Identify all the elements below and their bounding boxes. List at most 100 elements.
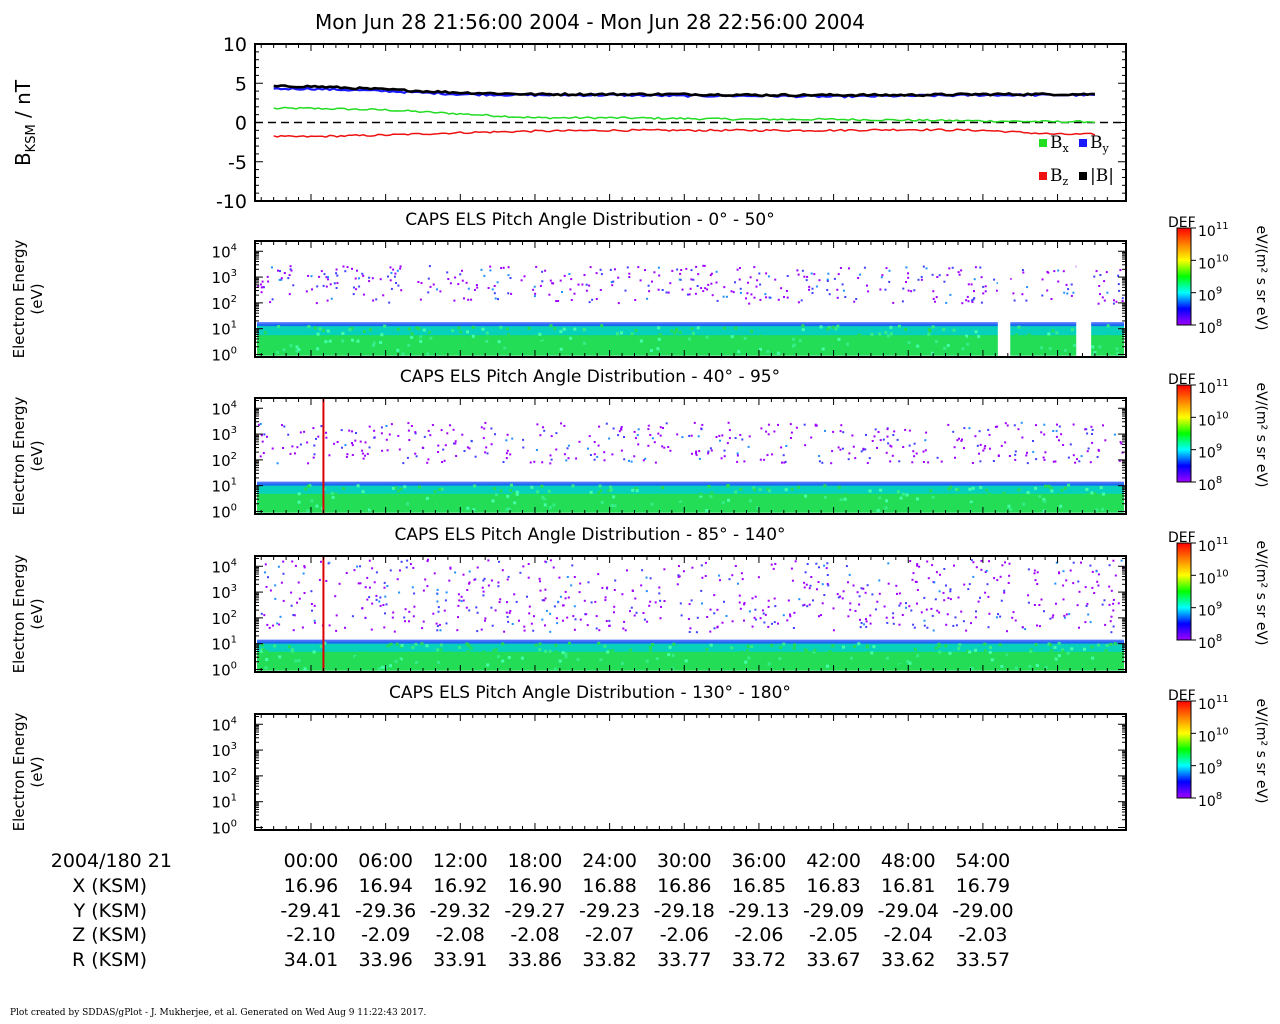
band-pixel <box>696 616 699 619</box>
band-pixel <box>831 664 834 667</box>
band-pixel <box>595 615 598 618</box>
colorbar-tick-label: 108 <box>1198 633 1222 652</box>
band-pixel <box>932 297 935 300</box>
band-pixel <box>303 566 306 569</box>
band-pixel <box>406 502 409 506</box>
band-pixel <box>886 656 889 660</box>
band-pixel <box>407 422 410 425</box>
band-pixel <box>653 271 656 274</box>
band-pixel <box>810 576 813 578</box>
band-pixel <box>435 622 438 625</box>
band-pixel <box>949 293 952 296</box>
band-pixel <box>522 438 525 441</box>
band-pixel <box>698 457 701 460</box>
band-pixel <box>342 265 345 268</box>
band-pixel <box>541 280 544 283</box>
band-pixel <box>737 350 741 354</box>
band-pixel <box>611 453 614 456</box>
band-pixel <box>271 266 273 269</box>
band-pixel <box>892 622 895 625</box>
band-pixel <box>624 289 627 292</box>
band-pixel <box>1025 299 1028 302</box>
band-pixel <box>297 348 301 352</box>
band-pixel <box>300 500 304 504</box>
band-pixel <box>886 435 889 438</box>
band-pixel <box>325 436 328 439</box>
band-pixel <box>905 493 909 497</box>
band-pixel <box>876 446 878 449</box>
y-tick-label: 0 <box>235 113 247 135</box>
band-pixel <box>324 340 328 344</box>
y-tick-label: 101 <box>212 635 237 654</box>
band-pixel <box>320 560 322 563</box>
band-pixel <box>957 596 960 599</box>
band-pixel <box>555 432 558 435</box>
band-pixel <box>1076 498 1080 502</box>
band-pixel <box>1041 664 1045 668</box>
band-pixel <box>569 288 572 291</box>
band-pixel <box>445 622 448 625</box>
band-pixel <box>489 269 492 272</box>
band-pixel <box>557 600 560 603</box>
band-pixel <box>351 444 354 447</box>
band-pixel <box>487 559 490 562</box>
band-pixel <box>507 333 510 337</box>
band-pixel <box>767 599 770 602</box>
band-pixel <box>318 327 322 331</box>
band-pixel <box>671 653 675 657</box>
band-pixel <box>620 427 622 430</box>
band-pixel <box>565 657 568 661</box>
y-axis-label: Electron Energy <box>10 396 28 515</box>
band-pixel <box>505 452 508 455</box>
band-pixel <box>552 566 555 569</box>
band-pixel <box>655 341 659 344</box>
band-pixel <box>923 619 926 622</box>
band-pixel <box>831 325 835 329</box>
band-pixel <box>857 333 861 337</box>
ephemeris-value: -29.36 <box>355 900 416 922</box>
band-pixel <box>766 350 770 353</box>
band-pixel <box>364 616 367 619</box>
band-pixel <box>389 642 393 646</box>
band-pixel <box>837 337 841 341</box>
band-pixel <box>1022 502 1026 506</box>
band-pixel <box>458 646 462 649</box>
band-pixel <box>533 295 536 298</box>
band-pixel <box>815 562 818 565</box>
band-pixel <box>1057 654 1061 658</box>
band-pixel <box>1121 300 1124 302</box>
band-pixel <box>970 502 974 506</box>
band-pixel <box>798 339 802 343</box>
band-pixel <box>684 659 688 663</box>
band-pixel <box>747 281 749 284</box>
band-pixel <box>344 444 347 447</box>
band-pixel <box>734 326 738 330</box>
band-pixel <box>736 268 739 271</box>
band-pixel <box>831 644 835 648</box>
y-tick-label: 102 <box>212 767 237 786</box>
band-pixel <box>1101 508 1105 511</box>
band-pixel <box>398 448 401 451</box>
band-pixel <box>261 280 264 283</box>
band-pixel <box>1062 444 1065 446</box>
band-pixel <box>847 581 849 584</box>
band-pixel <box>825 500 829 504</box>
band-pixel <box>1002 491 1006 495</box>
band-pixel <box>942 591 945 594</box>
band-pixel <box>808 603 811 606</box>
band-pixel <box>1115 300 1118 303</box>
band-pixel <box>501 659 505 663</box>
band-pixel <box>739 607 742 610</box>
band-pixel <box>540 503 544 507</box>
band-pixel <box>892 612 895 615</box>
band-pixel <box>564 597 567 600</box>
band-pixel <box>587 447 589 450</box>
band-pixel <box>306 441 309 444</box>
band-pixel <box>265 650 269 653</box>
band-pixel <box>385 603 388 606</box>
band-pixel <box>590 497 594 501</box>
band-pixel <box>685 267 688 270</box>
band-pixel <box>787 599 790 602</box>
band-pixel <box>669 282 672 285</box>
panel-title: CAPS ELS Pitch Angle Distribution - 130°… <box>389 683 791 703</box>
